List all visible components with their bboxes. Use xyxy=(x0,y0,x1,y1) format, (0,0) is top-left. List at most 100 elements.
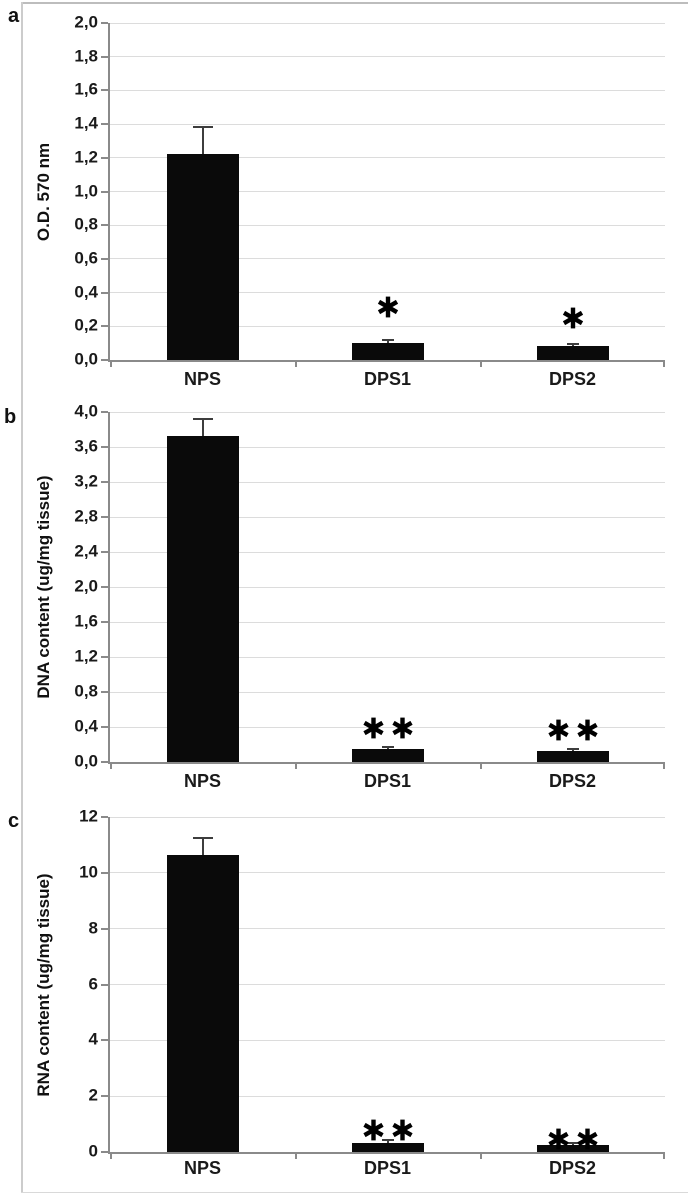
y-tick-label: 1,2 xyxy=(74,147,98,167)
error-bar-cap-DPS1 xyxy=(381,339,394,341)
y-axis-tick xyxy=(101,761,108,763)
y-gridline xyxy=(110,22,665,24)
y-axis-tick xyxy=(101,291,108,294)
y-gridline xyxy=(110,1039,665,1041)
y-axis-tick xyxy=(101,983,108,986)
y-gridline xyxy=(110,928,665,930)
y-tick-label: 0,8 xyxy=(74,681,98,701)
x-category-label-DPS2: DPS2 xyxy=(548,1158,597,1178)
x-axis-line xyxy=(108,360,665,362)
y-tick-label: 1,6 xyxy=(74,611,98,631)
y-gridline xyxy=(110,224,665,226)
x-axis-tick xyxy=(663,362,665,367)
y-tick-label: 0,4 xyxy=(74,282,98,302)
y-gridline xyxy=(110,411,665,413)
error-bar-cap-DPS2 xyxy=(566,343,579,345)
y-tick-label: 0,0 xyxy=(74,349,98,369)
y-axis-tick xyxy=(101,816,108,818)
y-tick-label: 0,6 xyxy=(74,248,98,268)
y-tick-label: 1,2 xyxy=(74,646,98,666)
y-tick-label: 4,0 xyxy=(74,401,98,421)
x-category-label-NPS: NPS xyxy=(183,369,221,389)
y-gridline xyxy=(110,56,665,58)
y-axis-tick xyxy=(101,691,108,693)
error-bar-cap-NPS xyxy=(192,126,213,128)
x-axis-tick xyxy=(110,764,112,769)
y-gridline xyxy=(110,191,665,192)
error-bar-cap-DPS1 xyxy=(381,1139,394,1141)
error-bar-cap-NPS xyxy=(192,837,213,839)
significance-mark-DPS1 xyxy=(361,1118,414,1142)
y-gridline xyxy=(110,157,665,159)
panel-b-plot-area: 4,0 3,6 3,2 2,8 2,4 2,0 1,6 1,2 0,8 0,4 0,0 NPS DPS1… xyxy=(74,402,665,791)
asterisk-icon xyxy=(576,719,598,741)
panel-b-letter: b xyxy=(4,406,17,428)
y-gridline xyxy=(110,691,665,693)
y-axis-tick xyxy=(101,156,108,159)
significance-mark-DPS2 xyxy=(546,718,599,742)
x-axis-tick xyxy=(295,362,297,367)
x-category-label-DPS1: DPS1 xyxy=(363,1158,412,1178)
bar-NPS xyxy=(166,154,239,360)
y-tick-label: 10 xyxy=(79,862,98,882)
x-axis-line xyxy=(108,762,665,764)
bar-DPS1 xyxy=(351,749,424,762)
bar-DPS1 xyxy=(351,1143,424,1152)
y-tick-label: 2 xyxy=(88,1085,98,1105)
panel-c: c RNA content (ug/mg tissue) 12 10 8 6 4 2 0 NP… xyxy=(0,795,688,1200)
y-gridline xyxy=(110,516,665,518)
y-axis-tick xyxy=(101,224,108,227)
y-gridline xyxy=(110,292,665,294)
error-bar-cap-NPS xyxy=(192,418,213,420)
y-gridline xyxy=(110,816,665,818)
error-bar-DPS2 xyxy=(571,749,574,751)
y-axis-tick xyxy=(101,411,108,413)
y-tick-label: 0,0 xyxy=(74,751,98,771)
y-gridline xyxy=(110,89,665,91)
error-bar-DPS1 xyxy=(386,340,389,343)
y-axis-tick xyxy=(101,927,108,930)
x-axis-tick xyxy=(663,764,665,769)
y-tick-label: 0 xyxy=(88,1141,98,1161)
bar-DPS2 xyxy=(536,1145,609,1152)
x-axis-tick xyxy=(295,1154,297,1159)
y-tick-label: 1,4 xyxy=(74,113,98,133)
panel-c-letter: c xyxy=(8,810,20,832)
y-axis-tick xyxy=(101,446,108,448)
x-category-label-DPS1: DPS1 xyxy=(363,369,412,389)
y-gridline xyxy=(110,656,665,658)
y-tick-label: 8 xyxy=(88,918,98,938)
y-axis-tick xyxy=(101,1151,108,1153)
y-tick-label: 3,2 xyxy=(74,471,98,491)
y-axis-tick xyxy=(101,726,108,728)
y-axis-tick xyxy=(101,586,108,588)
error-bar-DPS2 xyxy=(571,344,574,346)
error-bar-NPS xyxy=(201,838,204,855)
asterisk-icon xyxy=(562,307,583,329)
asterisk-icon xyxy=(377,296,398,318)
x-axis-tick xyxy=(110,362,112,367)
significance-mark-DPS2 xyxy=(546,1127,599,1151)
y-axis-tick xyxy=(101,359,108,361)
y-gridline xyxy=(110,551,665,553)
error-bar-cap-DPS2 xyxy=(566,1142,579,1144)
asterisk-icon xyxy=(391,717,413,739)
error-bar-DPS2 xyxy=(571,1143,574,1145)
y-tick-label: 12 xyxy=(79,806,98,826)
significance-mark-DPS2 xyxy=(561,306,585,330)
y-axis-tick xyxy=(101,123,108,126)
y-tick-label: 0,8 xyxy=(74,214,98,234)
x-axis-tick xyxy=(295,764,297,769)
bar-DPS2 xyxy=(536,346,609,360)
y-gridline xyxy=(110,258,665,260)
bar-DPS2 xyxy=(536,751,609,762)
y-gridline xyxy=(110,446,665,448)
figure-border-top xyxy=(21,2,688,4)
panel-a: a O.D. 570 nm 2,0 1,8 1,6 1,4 1,2 1,0 0,8 0,6 0,… xyxy=(0,0,688,395)
y-axis-tick xyxy=(101,257,108,260)
panel-b: b DNA content (ug/mg tissue) 4,0 3,6 3,2 2,… xyxy=(0,395,688,795)
x-category-label-NPS: NPS xyxy=(183,1158,221,1178)
y-axis-tick xyxy=(101,871,108,874)
significance-mark-DPS1 xyxy=(361,716,414,740)
y-gridline xyxy=(110,726,665,728)
